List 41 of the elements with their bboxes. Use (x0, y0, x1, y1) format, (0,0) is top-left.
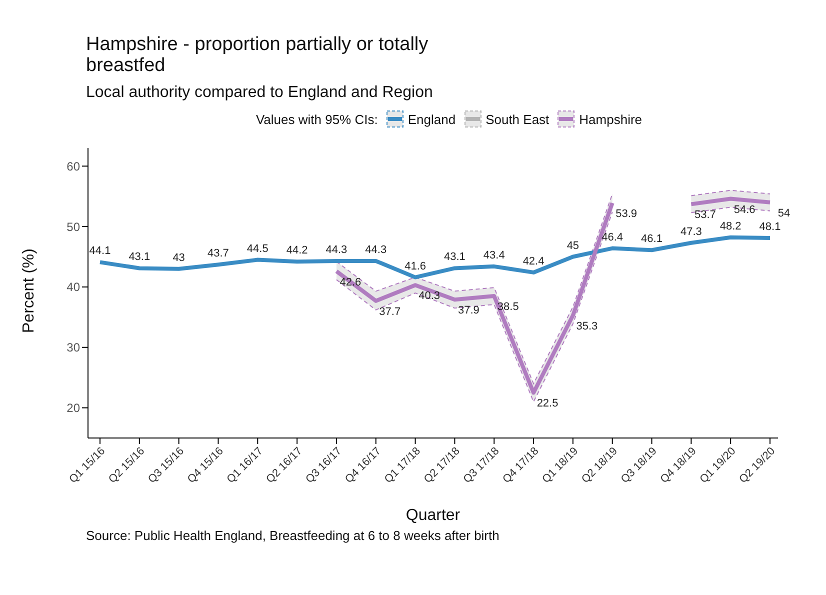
y-tick-label: 30 (66, 340, 80, 355)
y-tick-label: 20 (66, 401, 80, 416)
data-label: 46.1 (641, 233, 662, 246)
y-tick-label: 40 (66, 280, 80, 294)
data-label: 48.1 (759, 221, 781, 234)
y-axis-title: Percent (%) (20, 248, 38, 333)
data-label: 43.1 (128, 251, 150, 264)
legend-title: Values with 95% CIs: (256, 112, 378, 126)
data-label: 41.6 (404, 260, 426, 272)
data-label: 44.1 (89, 245, 111, 258)
data-label: 43.4 (483, 249, 505, 262)
data-label: 43.1 (444, 251, 466, 264)
data-label: 44.3 (326, 244, 348, 256)
data-label: 54.6 (734, 204, 756, 216)
data-label: 35.3 (576, 320, 598, 332)
source-note: Source: Public Health England, Breastfeeding at 6 to 8 weeks after birth (86, 528, 500, 543)
chart-title: Hampshire - proportion partially or totally breastfed (86, 33, 430, 76)
y-tick-label: 50 (66, 220, 80, 234)
data-label: 43 (172, 252, 185, 264)
data-label: 53.9 (616, 208, 638, 220)
data-label: 53.7 (694, 209, 716, 222)
data-label: 43.7 (208, 248, 229, 260)
data-label: 37.7 (379, 306, 401, 318)
legend-label: South East (484, 110, 550, 128)
y-tick-label: 60 (66, 159, 80, 174)
data-label: 44.5 (246, 242, 268, 255)
data-label: 45 (566, 240, 580, 252)
data-label: 22.5 (536, 398, 558, 410)
data-label: 42.4 (522, 255, 544, 268)
data-label: 37.9 (458, 304, 480, 317)
data-label: 42.6 (340, 276, 362, 288)
legend-label: England (406, 110, 456, 128)
legend-label: Hampshire (578, 110, 642, 128)
data-label: 54 (778, 207, 790, 220)
data-label: 48.2 (720, 220, 742, 232)
x-axis-title: Quarter (406, 507, 461, 524)
chart-subtitle: Local authority compared to England and Region (86, 84, 434, 102)
data-label: 47.3 (680, 226, 702, 238)
data-label: 44.3 (365, 244, 387, 256)
data-label: 40.3 (418, 290, 440, 302)
data-label: 44.2 (286, 244, 308, 257)
